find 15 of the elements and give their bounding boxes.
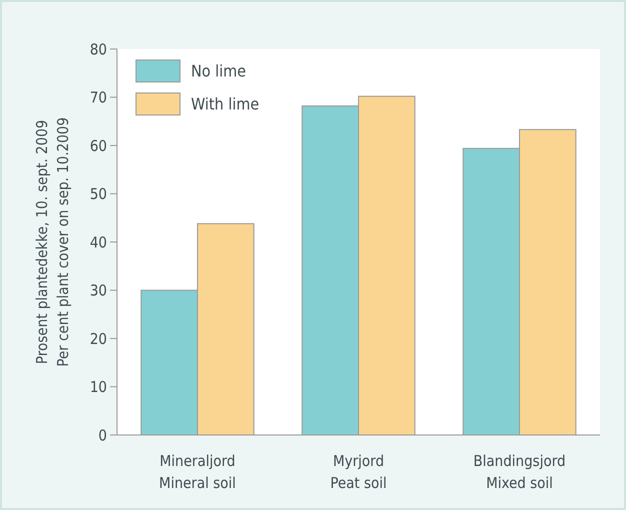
y-tick-label: 20 [90, 330, 107, 348]
legend-label: With lime [191, 94, 260, 114]
x-tick-label: Mineraljord Mineral soil [159, 452, 236, 492]
y-tick-label: 10 [90, 378, 107, 396]
y-axis-title: Prosent plantedekke, 10. sept. 2009 Per cent plant cover on sep. 10.2009 [33, 117, 72, 367]
y-tick-label: 40 [90, 233, 107, 252]
y-tick-label: 0 [98, 426, 107, 444]
y-tick-label: 60 [90, 136, 107, 155]
y-tick-label: 70 [90, 88, 107, 106]
x-tick-label: Blandingsjord Mixed soil [473, 452, 566, 492]
x-tick-label: Myrjord Peat soil [330, 452, 387, 492]
legend-label: No lime [191, 62, 246, 81]
y-tick-label: 30 [90, 282, 107, 300]
y-tick-label: 50 [90, 185, 107, 203]
y-tick-label: 80 [90, 40, 107, 58]
